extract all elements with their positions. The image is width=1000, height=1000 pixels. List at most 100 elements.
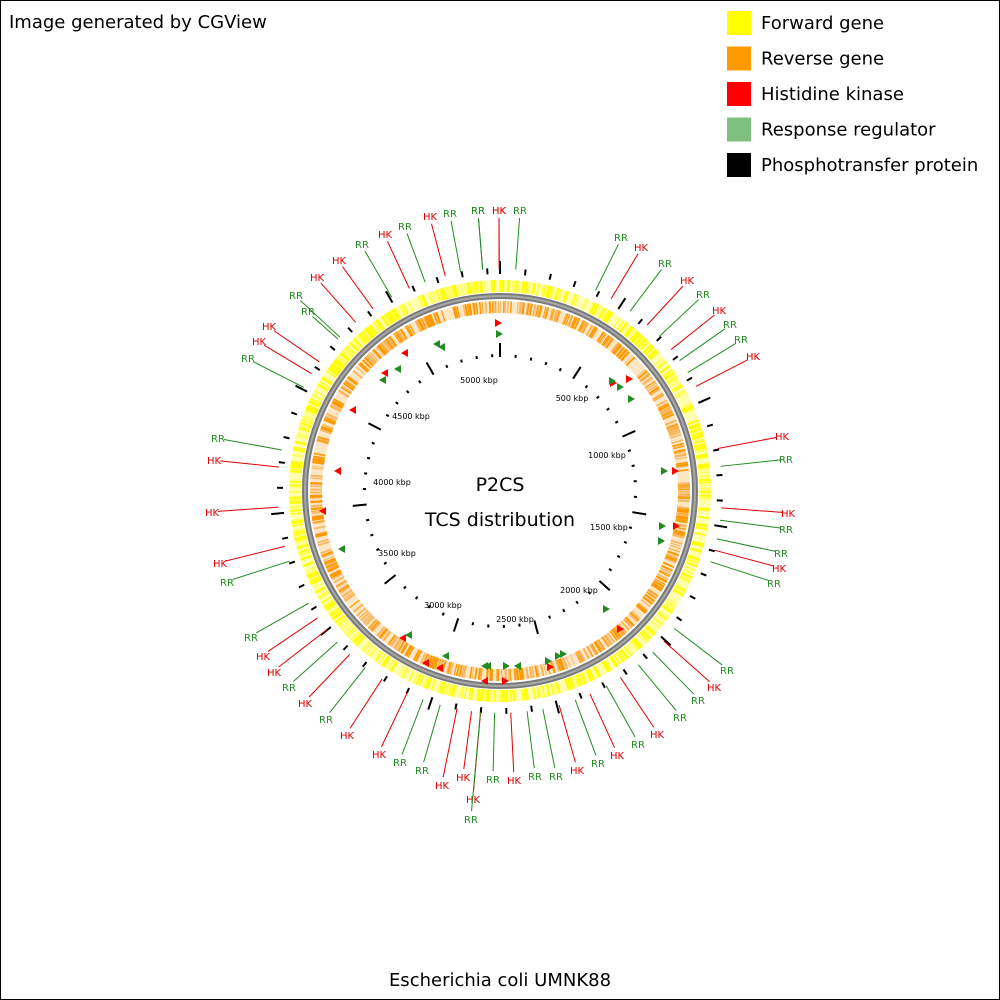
- forward-gene: [666, 376, 679, 385]
- reverse-gene: [664, 557, 677, 564]
- reverse-gene: [509, 668, 512, 681]
- forward-gene: [665, 373, 677, 383]
- scale-label: 3500 kbp: [378, 549, 416, 558]
- reverse-gene: [366, 354, 376, 365]
- forward-gene: [689, 427, 702, 433]
- reverse-gene: [629, 611, 640, 622]
- forward-gene: [386, 311, 396, 324]
- feature-label: RR: [631, 740, 645, 751]
- outer-tick: [385, 290, 394, 304]
- forward-gene: [624, 326, 634, 338]
- inner-tick: [383, 561, 388, 565]
- forward-gene: [361, 330, 371, 341]
- inner-tick: [584, 384, 589, 389]
- reverse-gene: [672, 532, 685, 537]
- forward-gene: [635, 336, 646, 347]
- reverse-gene: [513, 668, 517, 681]
- forward-gene: [694, 531, 707, 537]
- forward-gene: [616, 651, 625, 663]
- forward-gene: [370, 647, 379, 659]
- inner-tick: [371, 441, 375, 445]
- forward-gene: [460, 283, 464, 296]
- forward-gene: [620, 322, 630, 334]
- forward-gene: [601, 309, 610, 322]
- forward-gene: [603, 310, 612, 323]
- forward-gene: [435, 289, 441, 302]
- reverse-gene: [315, 532, 328, 538]
- reverse-gene: [445, 661, 451, 674]
- forward-gene: [450, 684, 456, 697]
- reverse-gene: [317, 437, 330, 443]
- forward-gene: [330, 363, 342, 373]
- reverse-gene: [324, 415, 337, 422]
- leader-line: [595, 244, 619, 291]
- outer-tick: [454, 703, 458, 710]
- forward-gene: [291, 518, 304, 523]
- reverse-gene: [323, 418, 336, 426]
- forward-gene: [695, 448, 708, 453]
- response-regulator-mark: [405, 631, 412, 639]
- forward-gene: [657, 611, 668, 621]
- forward-gene: [550, 683, 555, 696]
- forward-gene: [694, 445, 707, 450]
- reverse-gene: [676, 513, 689, 517]
- reverse-gene: [531, 665, 535, 679]
- feature-label: RR: [658, 259, 672, 270]
- forward-gene: [375, 319, 385, 331]
- reverse-gene: [453, 663, 458, 676]
- reverse-gene: [413, 649, 421, 661]
- feature-label: RR: [211, 434, 225, 445]
- reverse-gene: [419, 652, 426, 664]
- feature-label: RR: [767, 579, 781, 590]
- reverse-gene: [660, 567, 672, 574]
- forward-gene: [514, 280, 518, 293]
- forward-gene: [438, 288, 443, 301]
- reverse-gene: [330, 403, 342, 411]
- inner-tick: [370, 533, 374, 537]
- forward-gene: [332, 360, 344, 370]
- reverse-gene: [363, 615, 374, 625]
- reverse-gene: [642, 377, 654, 386]
- forward-gene: [629, 640, 639, 652]
- reverse-gene: [518, 302, 522, 315]
- reverse-gene: [602, 635, 611, 647]
- forward-gene: [296, 544, 309, 550]
- forward-gene: [667, 597, 679, 606]
- forward-gene: [549, 286, 555, 299]
- leader-line: [430, 223, 446, 276]
- forward-gene: [293, 446, 306, 450]
- outer-tick: [656, 336, 662, 342]
- outer-tick: [411, 285, 416, 292]
- forward-gene: [564, 678, 570, 691]
- reverse-gene: [529, 666, 534, 679]
- forward-gene: [294, 440, 307, 446]
- forward-gene: [329, 608, 341, 618]
- forward-gene: [665, 600, 677, 609]
- reverse-gene: [675, 519, 688, 524]
- outer-tick: [689, 594, 696, 600]
- feature-label: HK: [466, 795, 481, 806]
- feature-label: HK: [213, 559, 228, 570]
- reverse-gene: [515, 668, 519, 681]
- forward-gene: [389, 310, 397, 322]
- reverse-gene: [676, 508, 690, 512]
- forward-gene: [444, 286, 450, 300]
- inner-tick: [425, 361, 435, 376]
- feature-label: HK: [252, 337, 267, 348]
- forward-gene: [686, 558, 699, 565]
- forward-gene: [547, 286, 553, 299]
- forward-gene: [368, 325, 377, 336]
- reverse-gene: [550, 308, 556, 321]
- leader-line: [515, 217, 521, 270]
- reverse-gene: [601, 334, 610, 346]
- reverse-gene: [644, 593, 656, 603]
- feature-label: RR: [774, 549, 788, 560]
- forward-gene: [554, 288, 560, 301]
- forward-gene: [448, 285, 454, 299]
- reverse-gene: [376, 626, 386, 637]
- forward-gene: [331, 611, 343, 621]
- reverse-gene: [625, 356, 636, 366]
- reverse-gene: [469, 666, 473, 679]
- forward-gene: [296, 432, 309, 438]
- leader-line: [717, 437, 777, 449]
